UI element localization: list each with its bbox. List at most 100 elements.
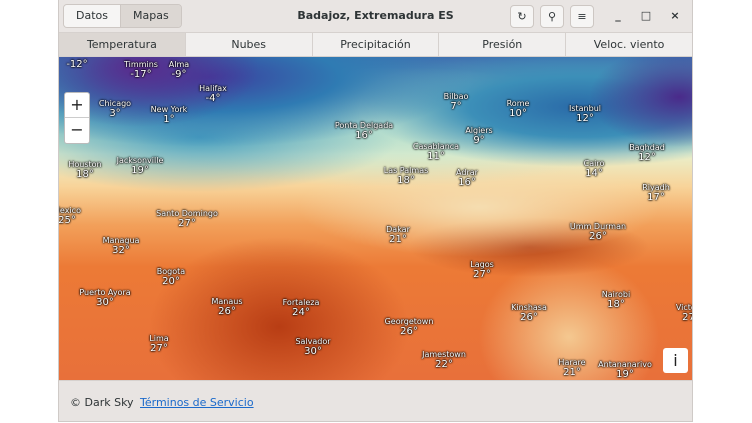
city-name: Bilbao: [443, 92, 469, 101]
city-temperature: 11°: [427, 151, 445, 162]
city-temperature: 19°: [131, 165, 149, 176]
mapas-button[interactable]: Mapas: [121, 5, 181, 27]
city-name: Fortaleza: [282, 298, 320, 307]
city-label: Georgetown 26°: [385, 317, 434, 337]
tab-precipitacion[interactable]: Precipitación: [313, 33, 440, 56]
city-temperature: 17°: [647, 192, 665, 203]
city-temperature: 12°: [638, 152, 656, 163]
city-temperature: 27°: [178, 218, 196, 229]
city-label: Baghdad 12°: [629, 143, 665, 163]
city-temperature: 30°: [96, 297, 114, 308]
city-temperature: 27°: [150, 343, 168, 354]
info-button[interactable]: i: [663, 348, 688, 373]
window-title: Badajoz, Extremadura ES: [297, 9, 454, 22]
city-label: Algiers 9°: [465, 126, 492, 146]
city-label: Fortaleza 24°: [283, 298, 320, 318]
temperature-map[interactable]: -12° Timmins -17° Alma -9° Halifax -4° Chicago 3…: [59, 57, 692, 380]
city-name: Las Palmas: [383, 166, 429, 175]
city-temperature: 16°: [355, 130, 373, 141]
city-name: Dakar: [386, 225, 410, 234]
city-label: Bogota 20°: [157, 267, 185, 287]
refresh-button[interactable]: ↻: [510, 5, 534, 28]
city-temperature: -17°: [130, 69, 152, 80]
city-label: Lagos 27°: [470, 260, 494, 280]
city-name: Jacksonville: [116, 156, 164, 165]
zoom-in-button[interactable]: +: [65, 93, 89, 118]
menu-button[interactable]: ≡: [570, 5, 594, 28]
city-temperature: 10°: [509, 108, 527, 119]
maximize-button[interactable]: □: [640, 9, 652, 22]
city-label: Las Palmas 18°: [384, 166, 429, 186]
city-label: New York 1°: [151, 105, 188, 125]
city-temperature: 3°: [109, 108, 121, 119]
city-name: New York: [150, 105, 188, 114]
datos-button[interactable]: Datos: [64, 5, 121, 27]
city-label: Harare 21°: [558, 358, 585, 378]
city-temperature: -4°: [205, 93, 221, 104]
city-temperature: 18°: [76, 169, 94, 180]
city-temperature: 25°: [59, 215, 76, 226]
location-button[interactable]: ⚲: [540, 5, 564, 28]
city-temperature: 14°: [585, 168, 603, 179]
city-name: Puerto Ayora: [79, 288, 131, 297]
city-name: Cairo: [583, 159, 605, 168]
city-temperature: 22°: [435, 359, 453, 370]
city-label: -12°: [66, 59, 87, 70]
tab-temperatura[interactable]: Temperatura: [59, 33, 186, 56]
city-label: Managua 32°: [103, 236, 140, 256]
city-temperature: -12°: [66, 59, 88, 70]
city-name: Kinshasa: [511, 303, 547, 312]
city-name: Lagos: [470, 260, 494, 269]
close-button[interactable]: ×: [670, 9, 680, 22]
city-name: Lima: [149, 334, 169, 343]
zoom-out-button[interactable]: −: [70, 120, 84, 139]
map-pin-icon: ⚲: [547, 10, 557, 23]
city-label: Kinshasa 26°: [511, 303, 547, 323]
city-temperature: 30°: [304, 346, 322, 357]
city-label: Dakar 21°: [386, 225, 410, 245]
city-label: Puerto Ayora 30°: [79, 288, 130, 308]
city-name: Salvador: [295, 337, 331, 346]
city-temperature: 26°: [218, 306, 236, 317]
city-temperature: 26°: [400, 326, 418, 337]
tab-veloc-viento[interactable]: Veloc. viento: [593, 38, 665, 51]
refresh-icon: ↻: [517, 10, 527, 23]
city-label: Jacksonville 19°: [117, 156, 164, 176]
city-label: Nairobi 18°: [602, 290, 630, 310]
city-name: Manaus: [211, 297, 243, 306]
city-name: Houston: [68, 160, 102, 169]
city-label: Umm Durman 26°: [570, 222, 626, 242]
city-temperature: 16°: [458, 177, 476, 188]
city-label: Rome 10°: [507, 99, 530, 119]
city-label: Cairo 14°: [584, 159, 605, 179]
terms-link[interactable]: Términos de Servicio: [140, 396, 254, 409]
header-bar: Datos Mapas Badajoz, Extremadura ES ↻ ⚲ …: [59, 0, 692, 33]
city-label: Riyadh 17°: [642, 183, 670, 203]
city-name: Timmins: [124, 60, 158, 69]
city-temperature: 12°: [576, 113, 594, 124]
city-name: Ponta Delgada: [334, 121, 394, 130]
city-name: Riyadh: [642, 183, 670, 192]
city-name: Adrar: [456, 168, 478, 177]
city-name: Santo Domingo: [156, 209, 218, 218]
city-temperature: 18°: [397, 175, 415, 186]
city-name: Managua: [102, 236, 140, 245]
city-label: Victoria27°: [675, 303, 692, 323]
city-label: Houston 18°: [68, 160, 101, 180]
city-name: Jamestown: [422, 350, 466, 359]
minimize-button[interactable]: _: [615, 9, 621, 22]
city-name: Antananarivo: [598, 360, 652, 369]
city-temperature: 26°: [589, 231, 607, 242]
tab-nubes[interactable]: Nubes: [186, 33, 313, 56]
city-label: Antananarivo 19°: [598, 360, 652, 380]
city-temperature: 21°: [563, 367, 581, 378]
city-name: Victoria: [675, 303, 692, 312]
city-label: Santo Domingo 27°: [156, 209, 218, 229]
tab-presion[interactable]: Presión: [439, 33, 567, 56]
city-name: Halifax: [199, 84, 227, 93]
city-label: Timmins -17°: [124, 60, 158, 80]
city-name: Nairobi: [601, 290, 631, 299]
city-name: Baghdad: [629, 143, 665, 152]
hamburger-icon: ≡: [577, 10, 587, 23]
city-temperature: 27°: [473, 269, 491, 280]
